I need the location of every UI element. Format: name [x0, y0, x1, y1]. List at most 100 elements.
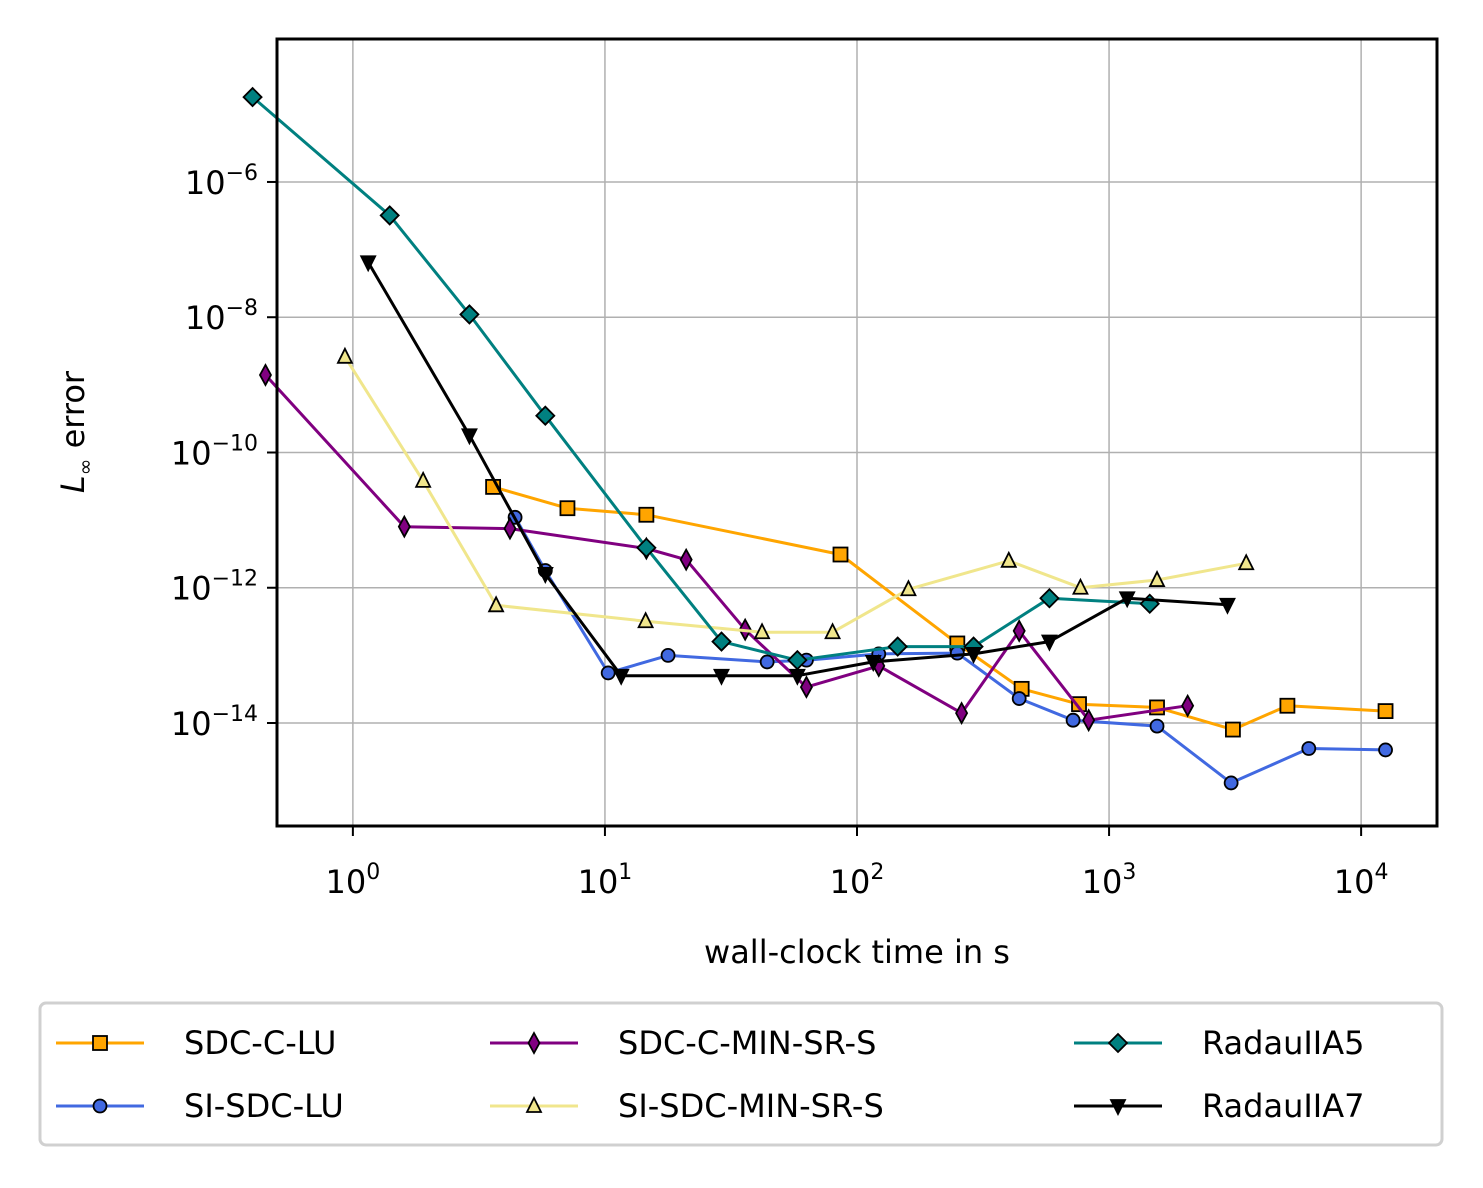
data-point-sdc-c-min-sr-s: [397, 514, 411, 539]
x-tick-label: 103: [1082, 860, 1137, 901]
y-axis-label: L∞ error: [54, 370, 97, 493]
legend-marker-si-sdc-min-sr-s: [525, 1095, 543, 1113]
legend-marker-sdc-c-min-sr-s: [527, 1031, 541, 1055]
series-radauiia7: [359, 255, 1236, 686]
legend-entry-sdc-c-min-sr-s: SDC-C-MIN-SR-S: [490, 1024, 876, 1062]
data-point-radauiia7: [1219, 597, 1236, 615]
y-tick-base: 10: [171, 705, 212, 743]
legend-marker-radauiia5: [1107, 1032, 1129, 1054]
data-point-sdc-c-min-sr-s: [1012, 619, 1026, 643]
legend-entry-sdc-c-lu: SDC-C-LU: [56, 1024, 336, 1062]
x-tick-exponent: 4: [1374, 860, 1388, 885]
y-axis-label-main: L: [54, 475, 92, 493]
legend-entry-si-sdc-min-sr-s: SI-SDC-MIN-SR-S: [490, 1087, 884, 1125]
data-point-radauiia5: [1039, 587, 1060, 609]
x-tick-exponent: 1: [618, 860, 632, 885]
y-tick-exponent: −8: [226, 296, 258, 321]
data-point-sdc-c-lu: [638, 506, 655, 523]
series-line-si-sdc-min-sr-s: [343, 356, 1247, 634]
data-point-si-sdc-min-sr-s: [487, 595, 505, 613]
x-tick-base: 10: [1334, 863, 1375, 901]
data-point-si-sdc-min-sr-s: [899, 579, 917, 597]
series-si-sdc-min-sr-s: [336, 346, 1255, 640]
data-point-radauiia5: [242, 86, 263, 108]
data-point-radauiia5: [535, 405, 556, 426]
x-tick-base: 10: [578, 863, 619, 901]
data-point-sdc-c-lu: [832, 546, 849, 563]
data-point-sdc-c-min-sr-s: [679, 547, 693, 572]
data-point-si-sdc-lu: [1301, 741, 1317, 756]
data-point-radauiia5: [459, 304, 480, 325]
y-tick-exponent: −10: [212, 431, 258, 456]
data-point-si-sdc-min-sr-s: [637, 611, 655, 629]
legend-label-sdc-c-lu: SDC-C-LU: [184, 1024, 336, 1062]
data-point-radauiia5: [711, 631, 732, 652]
x-axis-label: wall-clock time in s: [704, 933, 1010, 971]
data-point-sdc-c-lu: [1071, 696, 1087, 713]
data-point-radauiia7: [965, 647, 983, 664]
x-tick-label: 104: [1334, 860, 1389, 901]
y-tick-base: 10: [185, 164, 226, 202]
data-point-radauiia5: [636, 537, 657, 559]
data-point-sdc-c-min-sr-s: [503, 516, 517, 541]
legend-entry-si-sdc-lu: SI-SDC-LU: [56, 1087, 344, 1125]
y-tick-base: 10: [171, 434, 212, 472]
series-radauiia5: [242, 86, 1161, 671]
x-tick-label: 100: [326, 860, 381, 901]
y-axis-label-rest: error: [54, 370, 92, 458]
data-point-sdc-c-lu: [1377, 703, 1394, 719]
legend-box: [38, 1001, 1444, 1147]
y-tick-label: 10−12: [171, 567, 258, 608]
y-tick-exponent: −14: [212, 702, 258, 727]
y-tick-label: 10−14: [171, 702, 258, 743]
data-point-sdc-c-lu: [1279, 697, 1296, 714]
data-point-radauiia7: [713, 668, 730, 686]
data-point-si-sdc-min-sr-s: [414, 470, 432, 488]
y-tick-exponent: −12: [212, 567, 258, 592]
data-point-radauiia7: [788, 668, 806, 686]
x-tick-base: 10: [830, 863, 871, 901]
series-layer: [242, 86, 1394, 791]
y-tick-label: 10−10: [171, 431, 258, 472]
y-axis-label-sub: ∞: [73, 459, 97, 476]
data-point-radauiia7: [1040, 634, 1058, 652]
x-tick-exponent: 0: [366, 860, 380, 885]
legend-marker-radauiia7: [1109, 1099, 1127, 1117]
data-point-radauiia7: [612, 668, 630, 686]
data-point-si-sdc-lu: [1378, 742, 1393, 758]
data-point-si-sdc-lu: [1011, 691, 1027, 706]
data-point-radauiia5: [887, 636, 908, 657]
x-tick-base: 10: [1082, 863, 1123, 901]
data-point-si-sdc-lu: [1149, 718, 1165, 734]
data-point-radauiia7: [359, 255, 377, 273]
data-point-sdc-c-min-sr-s: [1082, 708, 1096, 733]
data-point-radauiia7: [864, 655, 882, 672]
y-tick-label: 10−6: [185, 161, 258, 202]
data-point-si-sdc-min-sr-s: [1237, 553, 1255, 571]
legend-label-radauiia7: RadauIIA7: [1202, 1087, 1364, 1125]
legend-entry-radauiia7: RadauIIA7: [1074, 1087, 1364, 1125]
data-point-si-sdc-lu: [600, 665, 616, 681]
data-point-si-sdc-lu: [1065, 712, 1081, 728]
data-point-radauiia5: [1139, 593, 1161, 615]
y-tick-exponent: −6: [226, 161, 258, 186]
series-line-sdc-c-min-sr-s: [264, 373, 1188, 722]
data-point-radauiia7: [1118, 591, 1136, 609]
data-point-si-sdc-min-sr-s: [1148, 570, 1166, 587]
x-tick-label: 101: [578, 860, 633, 901]
grid-lines: [277, 39, 1437, 826]
data-point-radauiia7: [536, 567, 554, 584]
data-point-sdc-c-min-sr-s: [799, 675, 813, 699]
x-tick-label: 102: [830, 860, 885, 901]
data-point-sdc-c-min-sr-s: [955, 701, 969, 725]
legend-marker-si-sdc-lu: [92, 1098, 108, 1114]
legend-marker-sdc-c-lu: [92, 1035, 108, 1051]
data-point-si-sdc-min-sr-s: [1071, 577, 1089, 595]
y-tick-base: 10: [171, 570, 212, 608]
data-point-si-sdc-lu: [759, 654, 775, 670]
x-tick-base: 10: [326, 863, 367, 901]
legend-label-si-sdc-min-sr-s: SI-SDC-MIN-SR-S: [618, 1087, 884, 1125]
x-tick-exponent: 3: [1122, 860, 1136, 885]
data-point-si-sdc-min-sr-s: [1000, 550, 1018, 568]
